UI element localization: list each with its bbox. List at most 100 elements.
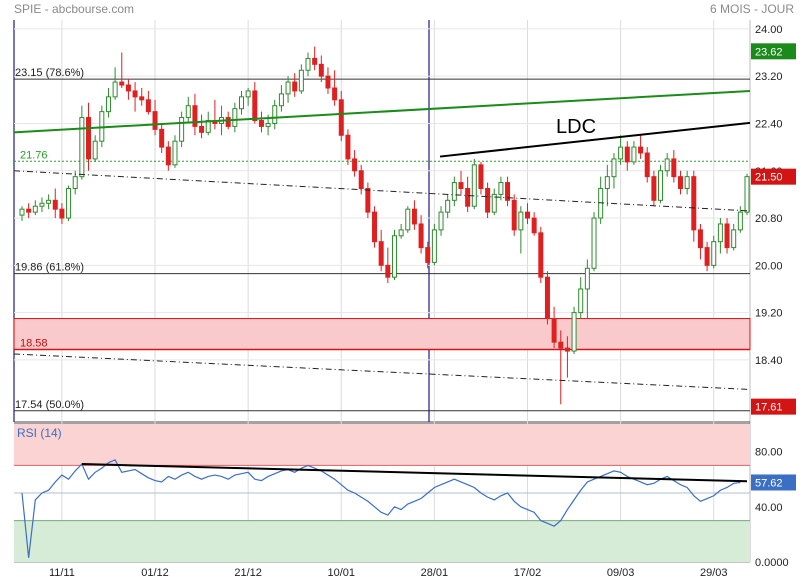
candle-body (584, 267, 590, 290)
candle-body (664, 158, 670, 172)
candle-body (59, 208, 65, 219)
candle-body (352, 158, 358, 172)
fib-level-label: 19.86 (61.8%) (15, 262, 84, 274)
candle-body (298, 69, 304, 92)
price-panel-grid (13, 20, 751, 563)
candle-body (179, 117, 185, 142)
candle-body (471, 164, 477, 207)
channel-lower-line (13, 353, 751, 390)
y-tick-label: 24.00 (755, 24, 783, 36)
rsi-y-tick-label: 40.00 (755, 502, 783, 514)
candle-body (265, 122, 271, 127)
candle-body (485, 187, 491, 213)
candle-body (365, 187, 371, 213)
candle-body (431, 229, 437, 263)
x-tick-label: 29/03 (700, 567, 728, 579)
candle-body (278, 93, 284, 107)
candle-body (192, 105, 198, 127)
candle-body (438, 211, 444, 231)
candle-body (671, 158, 677, 178)
trend-lines: LDC (13, 89, 751, 390)
candle-body (372, 211, 378, 243)
candle-body (551, 318, 557, 343)
long-trend-line (13, 89, 751, 134)
candle-body (538, 232, 544, 278)
candle-body (245, 90, 251, 98)
candle-body (691, 176, 697, 231)
y-tick-label: 18.40 (755, 355, 783, 367)
candle-body (525, 211, 531, 219)
candle-body (19, 208, 25, 216)
last-price-badge: 21.50 (755, 172, 783, 184)
candle-body (544, 276, 550, 320)
candle-body (445, 199, 451, 213)
y-tick-label: 22.40 (755, 118, 783, 130)
candle-body (651, 176, 657, 201)
candle-body (185, 105, 191, 119)
candle-body (697, 229, 703, 249)
x-tick-label: 01/12 (141, 567, 169, 579)
candle-body (558, 341, 564, 349)
candle-body (272, 105, 278, 124)
x-tick-label: 09/03 (607, 567, 635, 579)
fib-level-label: 23.15 (78.6%) (15, 67, 84, 79)
candle-body (491, 193, 497, 213)
high-price-badge: 23.62 (755, 46, 783, 58)
candle-body (112, 81, 118, 98)
candle-body (505, 182, 511, 201)
candle-body (711, 241, 717, 266)
candle-body (731, 229, 737, 249)
low-price-badge: 17.61 (755, 402, 783, 414)
fib-level-label: 17.54 (50.0%) (15, 399, 84, 411)
low-price-badge-bg (751, 398, 796, 415)
candle-body (744, 176, 750, 213)
candle-body (52, 199, 58, 210)
candle-body (258, 120, 264, 127)
x-tick-label: 21/12 (234, 567, 262, 579)
candle-body (418, 223, 424, 249)
rsi-oversold-zone (14, 520, 750, 562)
candle-body (125, 84, 131, 92)
candle-body (86, 117, 92, 160)
candle-body (451, 182, 457, 201)
channel-upper-line (13, 170, 751, 212)
candle-body (79, 117, 85, 178)
candle-body (385, 264, 391, 278)
candle-body (119, 81, 125, 86)
candle-body (152, 111, 158, 130)
high-price-badge-bg (751, 43, 796, 60)
candle-body (252, 90, 258, 121)
axes: 11/11 01/12 21/12 10/01 28/01 17/02 09/03 29/03… (15, 24, 796, 579)
candle-body (199, 125, 205, 133)
y-tick-label: 20.00 (755, 260, 783, 272)
candle-body (724, 223, 730, 249)
candle-body (39, 202, 45, 207)
chart-period: 6 MOIS - JOUR (710, 2, 794, 16)
candle-body (531, 217, 537, 234)
candle-body (518, 211, 524, 231)
candle-body (105, 96, 111, 113)
candle-body (591, 217, 597, 269)
x-tick-label: 11/11 (49, 567, 75, 579)
candle-body (165, 146, 171, 166)
x-tick-label: 10/01 (328, 567, 356, 579)
support-zone (13, 318, 751, 350)
candle-body (717, 223, 723, 243)
candle-body (292, 81, 298, 92)
candles (19, 46, 750, 405)
chart-title: SPIE - abcbourse.com (14, 2, 134, 16)
candle-body (72, 176, 78, 189)
candle-body (398, 229, 404, 237)
candle-body (571, 312, 577, 352)
candle-body (26, 208, 32, 213)
candle-body (391, 235, 397, 278)
candle-body (611, 158, 617, 178)
candle-body (677, 176, 683, 189)
rsi-y-tick-label: 80.00 (755, 447, 783, 459)
candle-body (172, 140, 178, 166)
candle-body (405, 208, 411, 231)
support-zone-rect (13, 318, 751, 350)
candle-body (318, 63, 324, 77)
y-tick-label: 20.80 (755, 213, 783, 225)
candle-body (624, 146, 630, 163)
